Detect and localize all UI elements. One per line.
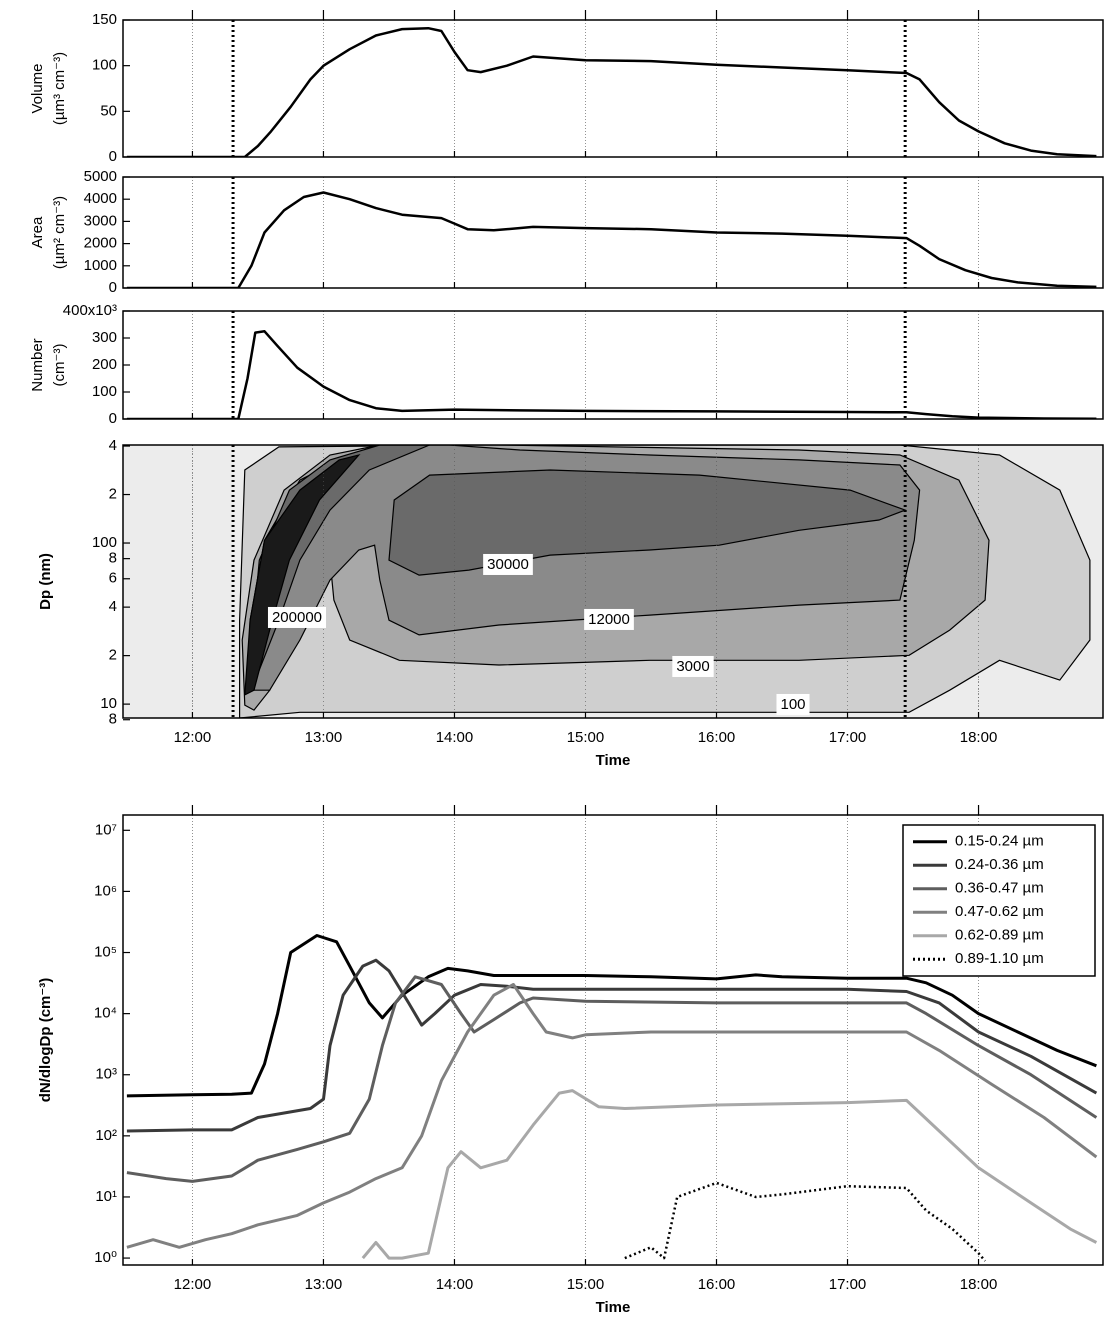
x-tick-label: 17:00 [829,729,867,746]
legend-label: 0.47-0.62 µm [955,903,1044,920]
plot-background [123,177,1103,288]
y-tick-label: 0 [109,148,117,165]
y-tick-label: 4 [109,437,117,454]
y-tick-label: 10⁵ [94,943,117,960]
data-line [126,934,1097,1098]
data-line [126,26,1097,157]
legend-label: 0.36-0.47 µm [955,880,1044,897]
plot-frame [122,176,1104,289]
x-tick-label: 14:00 [436,729,474,746]
y-tick-label: 0 [109,279,117,296]
y-axis-label: Area [29,216,46,248]
contour-label: 200000 [272,609,322,626]
plot-background [123,311,1103,419]
contour-region [244,453,361,696]
legend-label: 0.89-1.10 µm [955,950,1044,967]
x-tick-label: 18:00 [960,729,998,746]
y-tick-label: 1000 [84,257,117,274]
x-tick-label: 15:00 [567,1276,605,1293]
x-tick-label: 14:00 [436,1276,474,1293]
contour-label-box [584,608,634,630]
x-axis-label: Time [596,1299,631,1316]
contour-label: 12000 [588,611,630,628]
contour-label-box [776,693,810,715]
x-tick-label: 16:00 [698,1276,736,1293]
contour-label: 30000 [487,556,529,573]
y-axis-label: dN/dlogDp (cm⁻³) [37,978,54,1103]
y-tick-label: 100 [92,57,117,74]
y-tick-label: 4000 [84,190,117,207]
plot-frame [122,19,1104,158]
plot-area [123,445,1103,718]
plot-area [123,177,1103,288]
contour-label-box [483,553,533,575]
y-tick-label: 10⁰ [94,1249,117,1266]
y-tick-label: 6 [109,570,117,587]
plot-area [123,20,1103,157]
x-tick-label: 18:00 [960,1276,998,1293]
data-line [126,330,1097,419]
y-axis-label: (µm³ cm⁻³) [51,52,68,125]
contour-label-box [672,655,714,677]
x-tick-label: 13:00 [305,1276,343,1293]
y-tick-label: 2 [109,486,117,503]
data-line [624,1181,987,1262]
y-tick-label: 10⁶ [94,882,117,899]
x-tick-label: 16:00 [698,729,736,746]
legend-label: 0.24-0.36 µm [955,856,1044,873]
plot-area [123,311,1103,419]
x-tick-label: 15:00 [567,729,605,746]
y-axis-label: Dp (nm) [37,553,54,610]
legend-box [902,824,1096,977]
y-tick-label: 10² [95,1127,117,1144]
y-tick-label: 50 [100,102,117,119]
y-tick-label: 2000 [84,235,117,252]
y-tick-label: 400x10³ [63,302,117,319]
y-tick-label: 5000 [84,168,117,185]
plot-frame [122,814,1104,1266]
y-axis-label: Number [29,338,46,391]
y-axis-label: Volume [29,63,46,113]
data-line [126,975,1098,1183]
y-tick-label: 100 [92,534,117,551]
x-tick-label: 13:00 [305,729,343,746]
y-tick-label: 300 [92,329,117,346]
data-line [126,983,1098,1249]
x-tick-label: 17:00 [829,1276,867,1293]
contour-label: 3000 [676,658,709,675]
y-tick-label: 10¹ [95,1188,117,1205]
data-line [126,958,1098,1133]
legend-label: 0.62-0.89 µm [955,927,1044,944]
y-tick-label: 10⁴ [94,1005,117,1022]
legend-label: 0.15-0.24 µm [955,833,1044,850]
y-tick-label: 100 [92,383,117,400]
data-line [126,191,1097,288]
contour-label-box [267,606,327,628]
y-tick-label: 150 [92,11,117,28]
y-tick-label: 3000 [84,212,117,229]
y-tick-label: 10 [100,695,117,712]
y-tick-label: 8 [109,550,117,567]
x-tick-label: 12:00 [174,729,212,746]
x-axis-label: Time [596,752,631,769]
y-tick-label: 2 [109,647,117,664]
y-axis-label: (µm² cm⁻³) [51,196,68,269]
plot-background [123,20,1103,157]
y-tick-label: 10⁷ [95,821,117,838]
contour-label: 100 [780,696,805,713]
x-tick-label: 12:00 [174,1276,212,1293]
y-tick-label: 4 [109,598,117,615]
data-line [361,1089,1098,1260]
plot-frame [122,444,1104,719]
y-tick-label: 200 [92,356,117,373]
y-tick-label: 10³ [95,1066,117,1083]
y-tick-label: 8 [109,711,117,728]
y-tick-label: 0 [109,410,117,427]
y-axis-label: (cm⁻³) [51,344,68,387]
